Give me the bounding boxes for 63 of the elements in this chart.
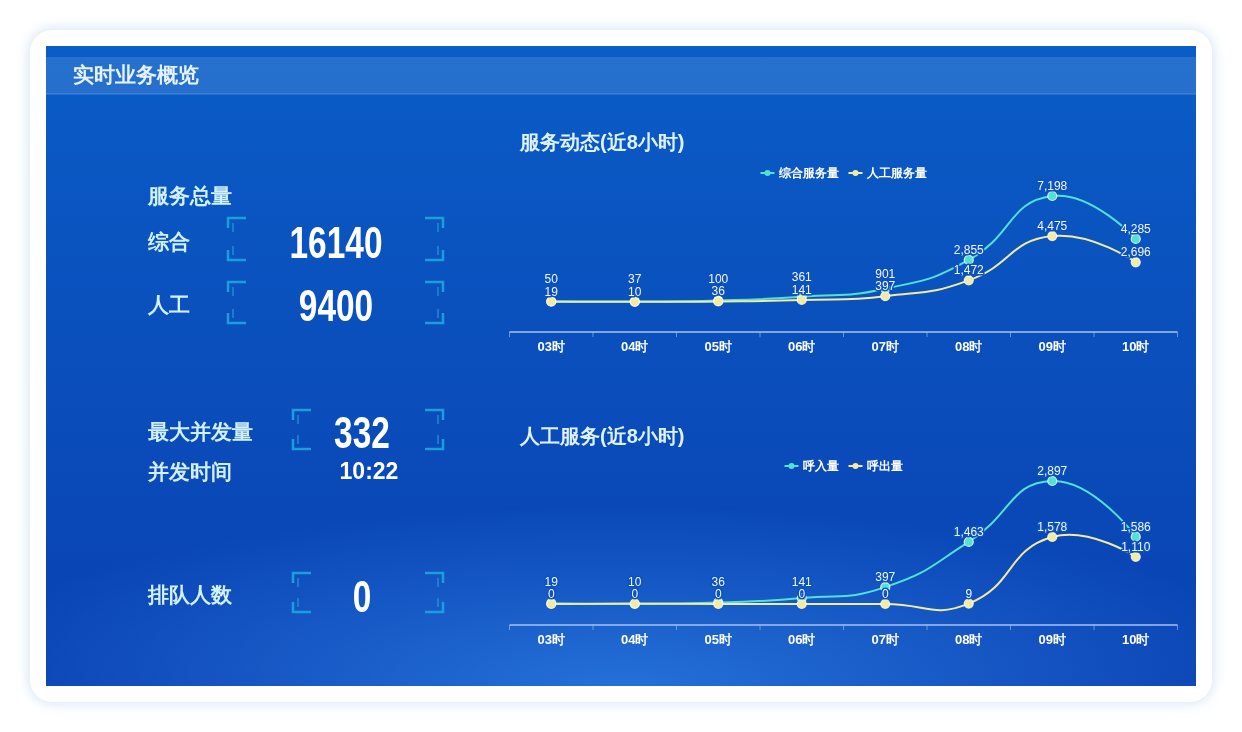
data-label: 36 <box>711 574 726 589</box>
x-tick-label: 03时 <box>537 631 565 647</box>
text: 人工 <box>147 292 190 316</box>
data-label: 141 <box>791 282 813 297</box>
x-tick-label: 08时 <box>955 338 983 354</box>
x-tick-label: 07时 <box>871 631 899 647</box>
x-tick-label: 05时 <box>704 338 732 354</box>
data-label: 37 <box>628 272 642 287</box>
text: 并发时间 <box>147 459 232 483</box>
data-label: 0 <box>714 587 722 601</box>
legend-label: 综合服务量 <box>777 166 839 180</box>
data-label: 1,578 <box>1037 520 1068 534</box>
data-label: 9 <box>965 586 973 601</box>
x-tick-label: 07时 <box>871 338 899 354</box>
x-tick-label: 06时 <box>788 338 816 354</box>
x-tick-label: 04时 <box>621 338 649 354</box>
text: 0 <box>352 572 372 622</box>
data-label: 4,475 <box>1037 219 1068 234</box>
data-label: 100 <box>708 271 729 286</box>
text: 16140 <box>289 218 383 268</box>
data-label: 901 <box>875 266 896 281</box>
legend-label: 呼出量 <box>866 459 903 473</box>
x-tick-label: 04时 <box>621 631 649 647</box>
legend-label: 呼入量 <box>802 459 839 473</box>
data-label: 19 <box>544 284 559 299</box>
x-tick-label: 10时 <box>1122 631 1150 647</box>
data-label: 1,110 <box>1121 539 1151 554</box>
x-tick-label: 06时 <box>788 631 816 647</box>
data-label: 19 <box>544 574 559 589</box>
text: 排队人数 <box>147 582 233 606</box>
x-tick-label: 10时 <box>1122 338 1150 354</box>
x-tick-label: 08时 <box>955 631 983 647</box>
x-tick-label: 05时 <box>704 631 732 647</box>
data-label: 2,855 <box>953 242 985 257</box>
chart-title: 服务动态(近8小时) <box>519 131 685 153</box>
x-tick-label: 09时 <box>1038 338 1066 354</box>
data-label: 1,463 <box>953 524 985 539</box>
data-label: 36 <box>711 284 726 299</box>
data-label: 361 <box>791 270 813 285</box>
text: 实时业务概览 <box>73 62 199 86</box>
data-label: 397 <box>875 279 896 294</box>
data-label: 2,696 <box>1120 245 1152 260</box>
data-label: 0 <box>631 587 639 601</box>
text: 9400 <box>298 281 374 331</box>
data-label: 0 <box>547 587 555 601</box>
x-tick-label: 09时 <box>1038 631 1066 647</box>
text: 综合 <box>147 229 190 253</box>
text: 服务总量 <box>147 183 232 207</box>
text: 最大并发量 <box>147 419 253 443</box>
legend-label: 人工服务量 <box>865 166 927 180</box>
data-label: 10 <box>628 284 642 299</box>
text: 10:22 <box>339 458 399 484</box>
x-tick-label: 03时 <box>537 338 565 354</box>
data-label: 10 <box>628 574 642 589</box>
data-label: 1,472 <box>953 263 985 278</box>
data-label: 397 <box>875 570 896 585</box>
data-label: 0 <box>881 587 889 601</box>
data-label: 2,897 <box>1037 464 1068 478</box>
data-label: 50 <box>544 272 559 287</box>
chart-title: 人工服务(近8小时) <box>519 425 685 447</box>
data-label: 7,198 <box>1037 179 1068 193</box>
text: 332 <box>334 408 390 458</box>
data-label: 141 <box>791 574 813 589</box>
